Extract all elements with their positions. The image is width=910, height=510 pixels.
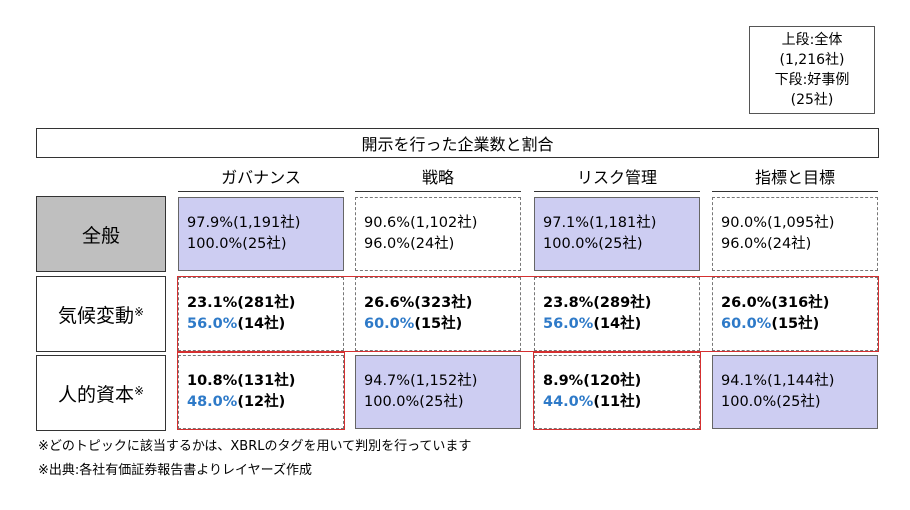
cell-bottom-value: 100.0%(25社): [721, 394, 821, 410]
cell-bottom-value: 56.0%(14社): [543, 314, 699, 335]
footnote-mark: ※: [133, 305, 145, 319]
cell-general-risk: 97.1%(1,181社) 100.0%(25社): [534, 197, 700, 271]
cell-top-value: 8.9%(120社): [543, 373, 642, 389]
cell-bottom-value: 100.0%(25社): [364, 394, 464, 410]
cell-human-metrics: 94.1%(1,144社) 100.0%(25社): [712, 355, 878, 429]
cell-bottom-pct: 56.0%: [187, 316, 238, 332]
cell-bottom-value: 96.0%(24社): [364, 236, 455, 252]
cell-bottom-value: 100.0%(25社): [187, 236, 287, 252]
column-header-governance: ガバナンス: [178, 160, 344, 192]
cell-bottom-pct: 56.0%: [543, 316, 594, 332]
cell-top-value: 26.6%(323社): [364, 295, 473, 311]
cell-top-value: 26.0%(316社): [721, 295, 830, 311]
cell-human-strategy: 94.7%(1,152社) 100.0%(25社): [355, 355, 521, 429]
cell-top-value: 23.8%(289社): [543, 295, 652, 311]
row-header-climate: 気候変動 ※: [36, 276, 166, 352]
column-header-risk-management: リスク管理: [534, 160, 700, 192]
cell-top-value: 90.0%(1,095社): [721, 215, 835, 231]
cell-bottom-pct: 60.0%: [364, 316, 415, 332]
cell-bottom-pct: 44.0%: [543, 394, 594, 410]
cell-climate-strategy: 26.6%(323社) 60.0%(15社): [355, 277, 521, 351]
cell-bottom-count: (12社): [237, 394, 286, 410]
cell-general-metrics: 90.0%(1,095社) 96.0%(24社): [712, 197, 878, 271]
cell-bottom-count: (14社): [237, 316, 286, 332]
row-header-label: 気候変動: [57, 304, 134, 327]
cell-top-value: 97.1%(1,181社): [543, 215, 657, 231]
legend-line-1: 上段:全体: [781, 32, 843, 48]
legend-box: 上段:全体 (1,216社) 下段:好事例 (25社): [749, 26, 875, 114]
column-header-strategy: 戦略: [355, 160, 521, 192]
footnote-source: ※出典:各社有価証券報告書よりレイヤーズ作成: [38, 463, 312, 478]
cell-bottom-count: (11社): [593, 394, 642, 410]
cell-top-value: 94.1%(1,144社): [721, 373, 835, 389]
cell-bottom-pct: 60.0%: [721, 316, 772, 332]
row-header-label: 人的資本: [57, 383, 134, 406]
table-header: 開示を行った企業数と割合: [36, 128, 879, 158]
cell-human-governance: 10.8%(131社) 48.0%(12社): [178, 355, 344, 429]
row-header-general: 全般: [36, 196, 166, 272]
cell-bottom-value: 44.0%(11社): [543, 392, 699, 413]
row-header-label: 全般: [81, 224, 120, 247]
row-header-human-capital: 人的資本 ※: [36, 355, 166, 431]
legend-line-3: 下段:好事例: [774, 72, 850, 88]
cell-general-governance: 97.9%(1,191社) 100.0%(25社): [178, 197, 344, 271]
cell-general-strategy: 90.6%(1,102社) 96.0%(24社): [355, 197, 521, 271]
cell-climate-governance: 23.1%(281社) 56.0%(14社): [178, 277, 344, 351]
footnote-topic-classification: ※どのトピックに該当するかは、XBRLのタグを用いて判別を行っています: [38, 439, 472, 454]
cell-bottom-value: 100.0%(25社): [543, 236, 643, 252]
cell-top-value: 94.7%(1,152社): [364, 373, 478, 389]
legend-line-2: (1,216社): [779, 52, 845, 68]
cell-top-value: 97.9%(1,191社): [187, 215, 301, 231]
cell-bottom-value: 96.0%(24社): [721, 236, 812, 252]
column-header-metrics-targets: 指標と目標: [712, 160, 878, 192]
cell-human-risk: 8.9%(120社) 44.0%(11社): [534, 355, 700, 429]
cell-bottom-value: 48.0%(12社): [187, 392, 343, 413]
cell-climate-metrics: 26.0%(316社) 60.0%(15社): [712, 277, 878, 351]
footnote-mark: ※: [133, 384, 145, 398]
cell-bottom-value: 60.0%(15社): [721, 314, 877, 335]
cell-bottom-pct: 48.0%: [187, 394, 238, 410]
cell-bottom-count: (15社): [771, 316, 820, 332]
cell-bottom-value: 60.0%(15社): [364, 314, 520, 335]
cell-bottom-value: 56.0%(14社): [187, 314, 343, 335]
cell-top-value: 23.1%(281社): [187, 295, 296, 311]
cell-bottom-count: (15社): [414, 316, 463, 332]
cell-bottom-count: (14社): [593, 316, 642, 332]
cell-top-value: 10.8%(131社): [187, 373, 296, 389]
legend-line-4: (25社): [790, 92, 834, 108]
cell-climate-risk: 23.8%(289社) 56.0%(14社): [534, 277, 700, 351]
cell-top-value: 90.6%(1,102社): [364, 215, 478, 231]
